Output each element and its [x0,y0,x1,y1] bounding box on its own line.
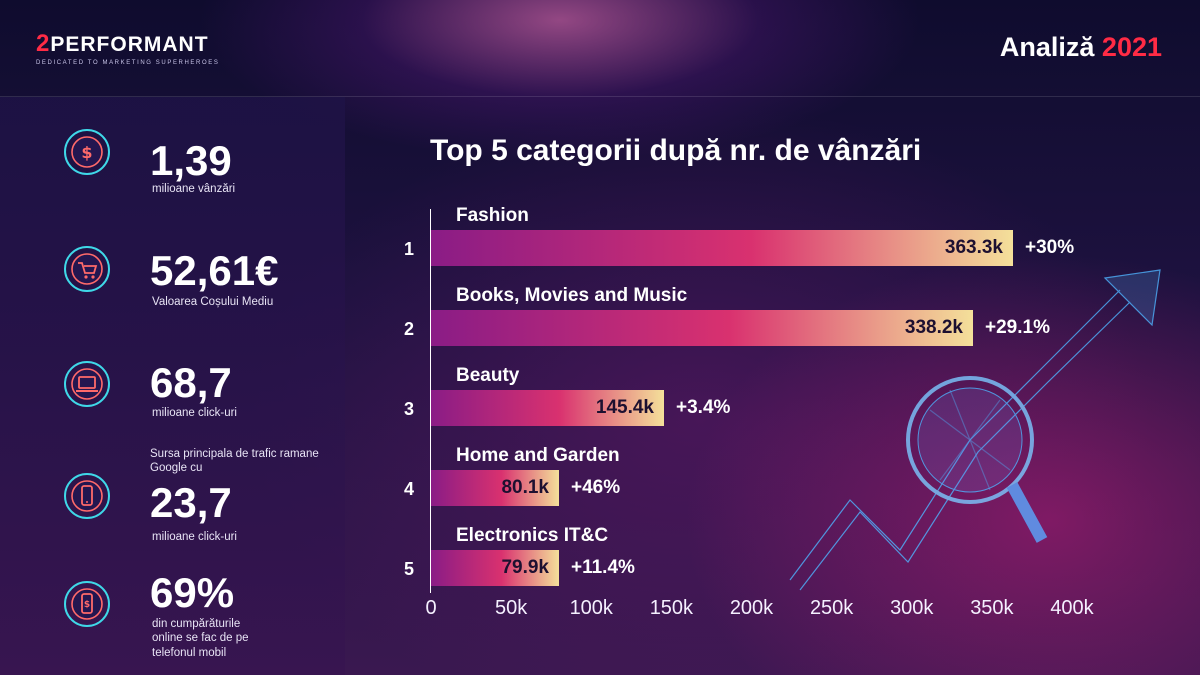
x-tick-label: 300k [890,597,934,619]
logo-number: 2 [36,30,51,57]
mobile-payment-icon: $ [64,581,110,627]
stat-value: 68,7 [150,359,232,406]
svg-text:$: $ [81,143,92,162]
title-word: Analiză [999,32,1095,62]
stat-caption: milioane click-uri [152,407,237,419]
laptop-icon [64,361,110,407]
y-axis-line [430,209,431,593]
shopping-cart-icon [64,246,110,292]
x-tick-label: 200k [729,597,774,619]
bar-rank: 1 [404,239,415,259]
bar: 338.2k [431,310,973,346]
svg-text:$: $ [84,600,90,610]
page-title: Analiză 2021 [1000,32,1162,63]
stat-caption: milioane vânzări [152,183,236,195]
bar: 79.9k [431,550,559,586]
bar-growth-label: +3.4% [676,397,731,418]
bar-value-label: 338.2k [904,317,963,338]
stat-caption: din cumpărăturile online se fac de pe te… [152,618,249,659]
bar-growth-label: +29.1% [985,317,1050,338]
title-year: 2021 [1101,32,1162,62]
stat-value: 23,7 [150,479,232,526]
x-tick-label: 400k [1050,597,1094,619]
x-tick-label: 150k [649,597,694,619]
x-tick-label: 100k [569,597,613,619]
mobile-phone-icon [64,473,110,519]
dollar-coin-icon: $ [64,129,110,175]
bar: 145.4k [431,390,664,426]
stat-caption: Valoarea Coșului Mediu [152,296,274,308]
bar: 80.1k [431,470,559,506]
bar-rank: 4 [404,479,415,499]
header-divider [0,96,1200,97]
bar-category-label: Home and Garden [456,445,620,466]
stats-panel [0,97,345,675]
logo[interactable]: 2PERFORMANT DEDICATED TO MARKETING SUPER… [36,30,219,66]
bar-value-label: 79.9k [501,557,549,578]
bar-category-label: Electronics IT&C [456,525,609,546]
bar-rank: 3 [404,399,415,419]
logo-tagline: DEDICATED TO MARKETING SUPERHEROES [36,60,220,66]
bar-category-label: Books, Movies and Music [456,285,688,306]
x-tick-label: 250k [809,597,854,619]
bar-growth-label: +30% [1025,237,1075,258]
stat-value: 52,61€ [150,247,279,294]
x-tick-label: 50k [495,597,528,619]
stat-value: 1,39 [150,137,232,184]
x-tick-label: 350k [970,597,1014,619]
bar-category-label: Beauty [456,365,520,386]
chart-title: Top 5 categorii după nr. de vânzări [430,134,922,167]
stat-pre-caption: Sursa principala de trafic ramane Google… [150,448,319,475]
bar-category-label: Fashion [456,205,529,226]
bar-growth-label: +11.4% [571,557,635,578]
bar-growth-label: +46% [571,477,621,498]
stat-value: 69% [150,569,235,616]
bar-value-label: 363.3k [944,237,1003,258]
bar-value-label: 145.4k [595,397,654,418]
logo-name: PERFORMANT [50,33,209,56]
bar-value-label: 80.1k [501,477,549,498]
bar-rank: 5 [404,559,415,579]
stat-caption: milioane click-uri [152,531,237,543]
x-tick-label: 0 [425,597,437,619]
magnifier-growth-arrow-illustration [789,269,1161,591]
bar-rank: 2 [404,319,415,339]
bar: 363.3k [431,230,1013,266]
